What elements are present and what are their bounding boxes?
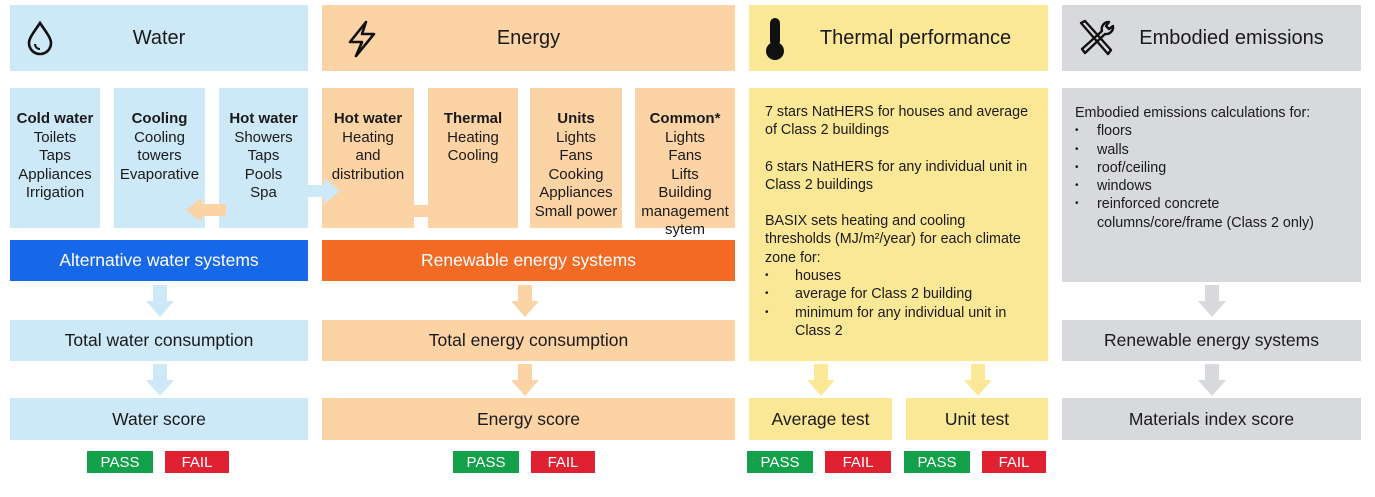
thermal-para-1: 7 stars NatHERS for houses and average o… (765, 104, 1029, 139)
down-arrow (1198, 285, 1226, 317)
energy-use-item: Fans (559, 147, 593, 164)
energy-use-item: and (355, 147, 381, 164)
average-test: Average test (749, 398, 892, 440)
water-use-title: Hot water (229, 110, 298, 127)
embodied-details: Embodied emissions calculations for: flo… (1062, 88, 1361, 282)
thermometer-icon (764, 15, 786, 67)
pass-badge: PASS (747, 451, 813, 473)
energy-use-item: Fans (668, 147, 702, 164)
water-use-item: Evaporative (119, 165, 200, 183)
fail-badge: FAIL (165, 451, 229, 473)
water-use-item: towers (137, 147, 182, 164)
energy-use-title: Hot water (333, 110, 403, 127)
water-header: Water (10, 5, 308, 71)
water-use-cooling: Cooling Cooling towers Evaporative (114, 88, 205, 228)
pass-badge: PASS (87, 451, 153, 473)
thermal-bullet: houses (765, 267, 1034, 286)
fail-badge: FAIL (531, 451, 595, 473)
energy-use-thermal: Thermal Heating Cooling (428, 88, 518, 228)
energy-use-item: Heating (447, 128, 499, 146)
embodied-bullet: windows (1075, 177, 1347, 196)
water-use-title: Cold water (16, 110, 94, 127)
water-use-item: Toilets (33, 128, 77, 146)
water-use-hot: Hot water Showers Taps Pools Spa (219, 88, 308, 228)
energy-use-item: distribution (331, 165, 405, 183)
alternative-water-systems: Alternative water systems (10, 240, 308, 281)
down-arrow (1198, 364, 1226, 396)
pass-badge: PASS (904, 451, 970, 473)
unit-test: Unit test (906, 398, 1048, 440)
energy-use-common: Common* Lights Fans Lifts Building manag… (635, 88, 735, 238)
water-use-title: Cooling (131, 110, 188, 127)
thermal-title: Thermal performance (819, 26, 1012, 49)
energy-use-title: Thermal (443, 110, 503, 127)
energy-use-item: Appliances (539, 184, 613, 201)
down-arrow (511, 285, 539, 317)
embodied-renewable-energy-systems: Renewable energy systems (1062, 320, 1361, 361)
total-water-consumption: Total water consumption (10, 320, 308, 361)
embodied-header: Embodied emissions (1062, 5, 1361, 71)
embodied-bullet: floors (1075, 122, 1347, 141)
water-use-cold: Cold water Toilets Taps Appliances Irrig… (10, 88, 100, 228)
energy-use-item: Heating (342, 128, 394, 146)
water-to-energy-arrow (306, 178, 340, 204)
energy-use-item: sytem (664, 221, 705, 238)
embodied-bullet: reinforced concrete columns/core/frame (… (1075, 195, 1347, 232)
down-arrow (146, 285, 174, 317)
thermal-para-3: BASIX sets heating and cooling threshold… (765, 213, 1021, 266)
fail-badge: FAIL (982, 451, 1046, 473)
renewable-energy-systems: Renewable energy systems (322, 240, 735, 281)
embodied-intro: Embodied emissions calculations for: (1075, 105, 1311, 121)
energy-use-item: Small power (534, 202, 618, 220)
energy-use-item: Lifts (671, 165, 699, 183)
down-arrow (964, 364, 992, 396)
thermal-header: Thermal performance (749, 5, 1048, 71)
embodied-bullet: roof/ceiling (1075, 159, 1347, 178)
hot-to-cooling-arrow (186, 198, 226, 222)
down-arrow (511, 364, 539, 396)
energy-score: Energy score (322, 398, 735, 440)
down-arrow (146, 364, 174, 396)
water-use-item: Irrigation (25, 184, 85, 201)
water-title: Water (132, 26, 186, 49)
energy-use-item: Lights (555, 128, 597, 146)
water-use-item: Taps (39, 147, 71, 164)
lightning-bolt-icon (342, 20, 382, 64)
thermal-bullet: minimum for any individual unit in Class… (765, 304, 1034, 341)
fail-badge: FAIL (825, 451, 891, 473)
energy-use-item: management (641, 202, 729, 220)
energy-use-item: Cooling (447, 147, 499, 164)
water-use-item: Cooling (134, 128, 185, 146)
energy-header: Energy (322, 5, 735, 71)
materials-index-score: Materials index score (1062, 398, 1361, 440)
energy-title: Energy (496, 26, 561, 49)
energy-use-item: Building (658, 184, 712, 201)
embodied-title: Embodied emissions (1139, 26, 1324, 49)
energy-use-item: Cooking (548, 165, 604, 183)
thermal-para-2: 6 stars NatHERS for any individual unit … (765, 158, 1028, 193)
thermal-bullet: average for Class 2 building (765, 285, 1034, 304)
energy-use-title: Units (557, 110, 595, 127)
energy-use-title: Common* (649, 110, 721, 127)
water-use-item: Showers (234, 128, 293, 146)
energy-use-item: Lights (664, 128, 706, 146)
down-arrow (807, 364, 835, 396)
total-energy-consumption: Total energy consumption (322, 320, 735, 361)
water-score: Water score (10, 398, 308, 440)
water-use-item: Taps (247, 147, 280, 164)
pass-badge: PASS (453, 451, 519, 473)
tools-icon (1076, 19, 1116, 63)
water-drop-icon (25, 20, 55, 62)
water-use-item: Pools (244, 165, 283, 183)
energy-connector (412, 205, 432, 217)
water-use-item: Spa (250, 184, 277, 201)
embodied-bullet: walls (1075, 141, 1347, 160)
energy-use-units: Units Lights Fans Cooking Appliances Sma… (530, 88, 622, 228)
water-use-item: Appliances (18, 165, 92, 183)
thermal-details: 7 stars NatHERS for houses and average o… (749, 88, 1048, 361)
energy-use-hotwater: Hot water Heating and distribution (322, 88, 414, 228)
